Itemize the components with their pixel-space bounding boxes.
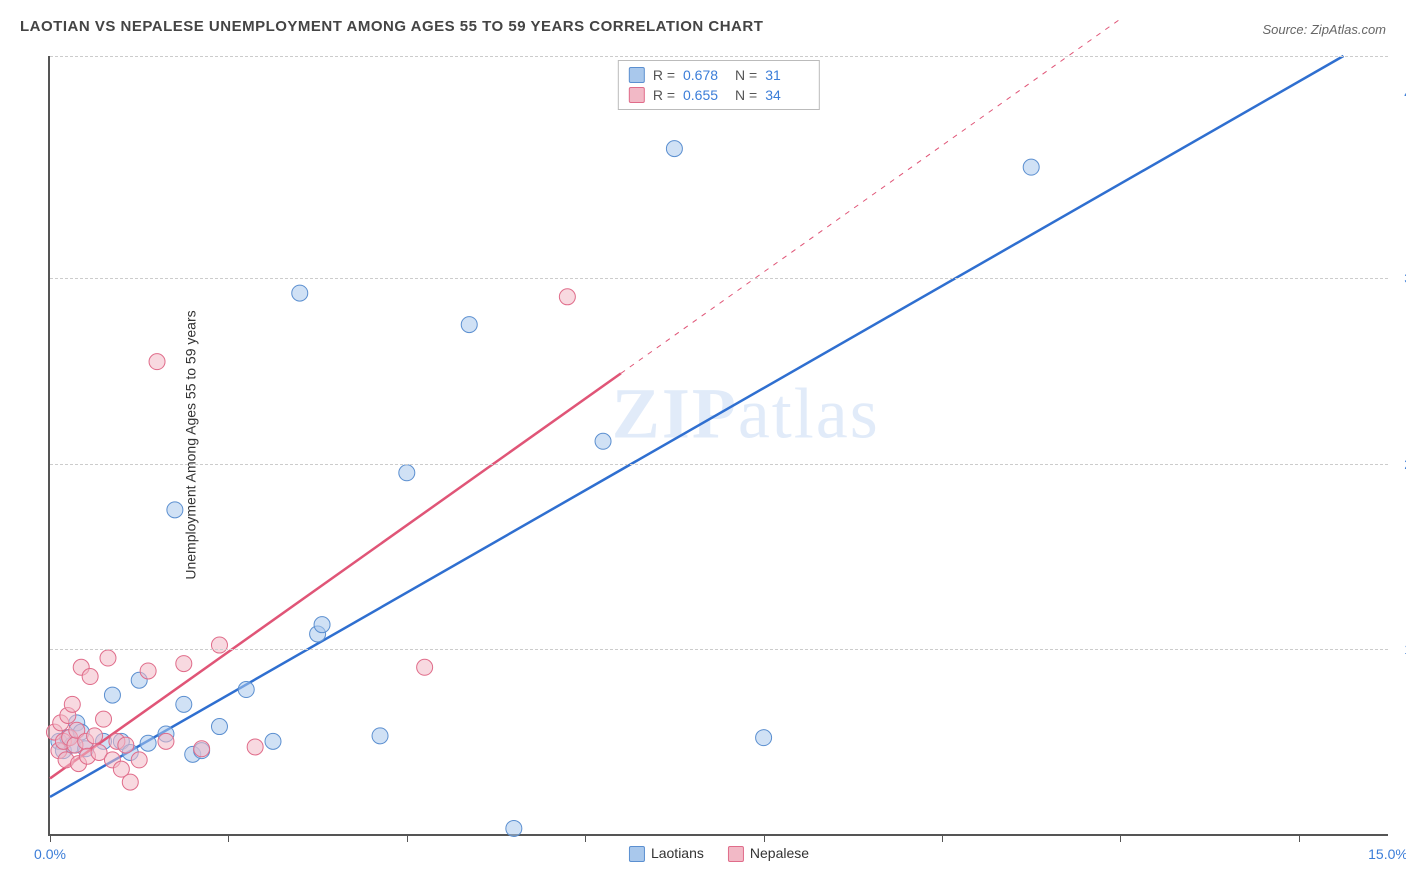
legend-label-nepalese: Nepalese	[750, 845, 809, 861]
r-label: R =	[653, 67, 675, 83]
n-label: N =	[735, 67, 757, 83]
swatch-laotians-icon	[629, 846, 645, 862]
n-value-nepalese: 34	[765, 87, 809, 103]
swatch-nepalese	[629, 87, 645, 103]
legend-label-laotians: Laotians	[651, 845, 704, 861]
legend-item-nepalese: Nepalese	[728, 845, 809, 862]
n-value-laotians: 31	[765, 67, 809, 83]
stats-row-laotians: R = 0.678 N = 31	[629, 65, 809, 85]
r-label: R =	[653, 87, 675, 103]
source-attribution: Source: ZipAtlas.com	[1262, 22, 1386, 37]
swatch-laotians	[629, 67, 645, 83]
r-value-laotians: 0.678	[683, 67, 727, 83]
scatter-svg	[50, 56, 1388, 834]
x-tick-label: 0.0%	[34, 846, 66, 862]
stats-row-nepalese: R = 0.655 N = 34	[629, 85, 809, 105]
x-tick-label: 15.0%	[1368, 846, 1406, 862]
r-value-nepalese: 0.655	[683, 87, 727, 103]
chart-title: LAOTIAN VS NEPALESE UNEMPLOYMENT AMONG A…	[20, 18, 763, 35]
plot-area: Unemployment Among Ages 55 to 59 years Z…	[48, 56, 1388, 836]
swatch-nepalese-icon	[728, 846, 744, 862]
legend-item-laotians: Laotians	[629, 845, 704, 862]
stats-legend: R = 0.678 N = 31 R = 0.655 N = 34	[618, 60, 820, 110]
x-axis-legend: Laotians Nepalese	[629, 845, 809, 862]
n-label: N =	[735, 87, 757, 103]
